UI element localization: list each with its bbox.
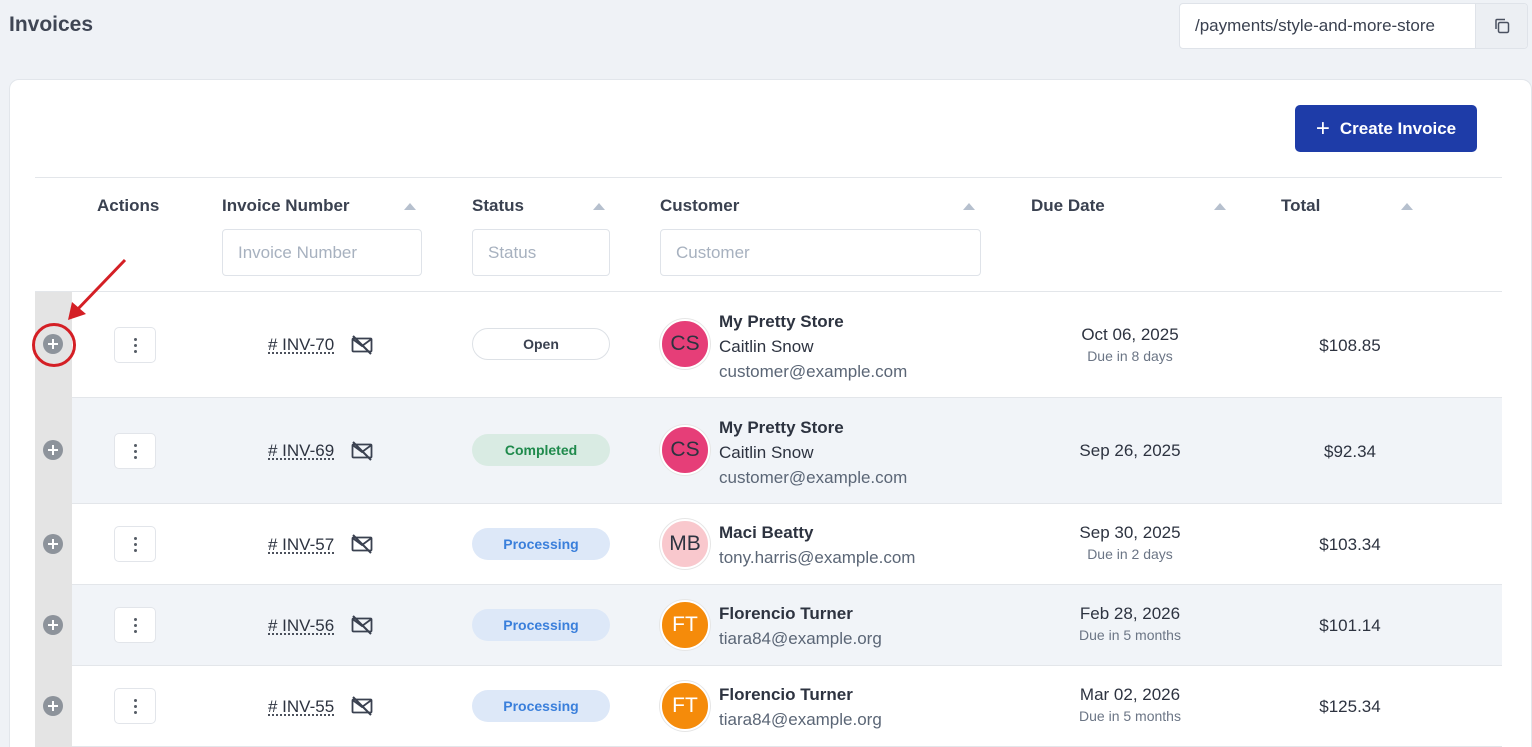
- invoice-total: $125.34: [1319, 697, 1381, 716]
- expand-row-icon[interactable]: [43, 534, 63, 554]
- column-header-status[interactable]: Status: [472, 196, 524, 215]
- due-date-cell: Sep 30, 2025 Due in 2 days: [1030, 523, 1230, 562]
- status-badge: Open: [472, 328, 610, 360]
- invoice-number-link[interactable]: # INV-57: [268, 535, 335, 554]
- invoice-number-link[interactable]: # INV-69: [268, 441, 335, 460]
- invoice-number-link[interactable]: # INV-55: [268, 697, 335, 716]
- customer-name: Maci Beatty: [719, 523, 814, 542]
- sort-status-icon[interactable]: [593, 203, 605, 210]
- customer-name: Florencio Turner: [719, 604, 853, 623]
- customer-filter-input[interactable]: [660, 229, 981, 276]
- table-row: # INV-56 Processing FT Florencio Turner …: [35, 585, 1502, 666]
- column-header-customer[interactable]: Customer: [660, 196, 740, 215]
- sort-invoice-number-icon[interactable]: [404, 203, 416, 210]
- invoices-table: Actions Invoice Number Status Customer D…: [35, 177, 1502, 747]
- customer-info: Maci Beatty tony.harris@example.com: [719, 520, 915, 570]
- customer-company: My Pretty Store: [719, 418, 844, 437]
- mail-off-icon[interactable]: [351, 441, 373, 461]
- customer-avatar: CS: [660, 319, 710, 369]
- invoice-total: $103.34: [1319, 535, 1381, 554]
- customer-avatar: MB: [660, 519, 710, 569]
- table-row: # INV-70 Open CS My Pretty Store Caitlin…: [35, 292, 1502, 398]
- table-row: # INV-69 Completed CS My Pretty Store Ca…: [35, 398, 1502, 504]
- copy-icon: [1494, 18, 1509, 34]
- mail-off-icon[interactable]: [351, 534, 373, 554]
- customer-email: tiara84@example.org: [719, 629, 882, 648]
- due-date-cell: Mar 02, 2026 Due in 5 months: [1030, 685, 1230, 724]
- due-date: Oct 06, 2025: [1081, 325, 1179, 344]
- due-date: Sep 30, 2025: [1079, 523, 1181, 542]
- customer-name: Florencio Turner: [719, 685, 853, 704]
- status-badge: Completed: [472, 434, 610, 466]
- column-header-due-date[interactable]: Due Date: [1031, 196, 1105, 215]
- customer-name: Caitlin Snow: [719, 443, 814, 462]
- sort-customer-icon[interactable]: [963, 203, 975, 210]
- due-date-cell: Oct 06, 2025 Due in 8 days: [1030, 325, 1230, 364]
- due-date: Feb 28, 2026: [1079, 604, 1181, 623]
- customer-name: Caitlin Snow: [719, 337, 814, 356]
- annotation-circle: [32, 323, 76, 367]
- row-actions-button[interactable]: [114, 688, 156, 724]
- invoice-number-link[interactable]: # INV-70: [268, 335, 335, 354]
- customer-email: tiara84@example.org: [719, 710, 882, 729]
- customer-email: customer@example.com: [719, 468, 908, 487]
- row-actions-button[interactable]: [114, 607, 156, 643]
- table-row: # INV-57 Processing MB Maci Beatty tony.…: [35, 504, 1502, 585]
- customer-info: My Pretty Store Caitlin Snow customer@ex…: [719, 415, 907, 490]
- payment-url-text[interactable]: /payments/style-and-more-store: [1195, 16, 1435, 35]
- payment-url-box: /payments/style-and-more-store: [1179, 3, 1528, 49]
- status-filter-input[interactable]: [472, 229, 610, 276]
- row-actions-button[interactable]: [114, 526, 156, 562]
- table-row: # INV-55 Processing FT Florencio Turner …: [35, 666, 1502, 747]
- expand-row-icon[interactable]: [43, 440, 63, 460]
- customer-avatar: FT: [660, 600, 710, 650]
- invoice-total: $92.34: [1324, 442, 1376, 461]
- annotation-arrow-icon: [68, 258, 127, 320]
- customer-info: Florencio Turner tiara84@example.org: [719, 601, 882, 651]
- sort-due-date-icon[interactable]: [1214, 203, 1226, 210]
- customer-email: customer@example.com: [719, 362, 908, 381]
- customer-avatar: FT: [660, 681, 710, 731]
- due-date: Sep 26, 2025: [1079, 441, 1181, 460]
- expand-row-icon[interactable]: [43, 615, 63, 635]
- mail-off-icon[interactable]: [351, 696, 373, 716]
- invoice-total: $108.85: [1319, 336, 1381, 355]
- column-header-actions: Actions: [97, 196, 160, 215]
- status-badge: Processing: [472, 690, 610, 722]
- mail-off-icon[interactable]: [351, 335, 373, 355]
- plus-icon: +: [1315, 114, 1330, 142]
- due-date-cell: Sep 26, 2025: [1030, 441, 1230, 461]
- customer-avatar: CS: [660, 425, 710, 475]
- due-relative: Due in 8 days: [1087, 348, 1173, 364]
- customer-info: My Pretty Store Caitlin Snow customer@ex…: [719, 309, 907, 384]
- due-date: Mar 02, 2026: [1079, 685, 1181, 704]
- customer-email: tony.harris@example.com: [719, 548, 916, 567]
- invoice-number-link[interactable]: # INV-56: [268, 616, 335, 635]
- page-title: Invoices: [9, 13, 94, 36]
- due-relative: Due in 2 days: [1087, 546, 1173, 562]
- invoice-number-filter-input[interactable]: [222, 229, 422, 276]
- due-relative: Due in 5 months: [1079, 708, 1181, 724]
- create-invoice-label: Create Invoice: [1339, 118, 1457, 138]
- column-header-invoice-number[interactable]: Invoice Number: [222, 196, 350, 215]
- customer-company: My Pretty Store: [719, 312, 844, 331]
- expand-row-icon[interactable]: [43, 696, 63, 716]
- column-header-total[interactable]: Total: [1281, 196, 1321, 215]
- create-invoice-button[interactable]: + Create Invoice: [1295, 105, 1477, 152]
- sort-total-icon[interactable]: [1401, 203, 1413, 210]
- status-badge: Processing: [472, 609, 610, 641]
- invoice-total: $101.14: [1319, 616, 1381, 635]
- status-badge: Processing: [472, 528, 610, 560]
- due-relative: Due in 5 months: [1079, 627, 1181, 643]
- copy-url-button[interactable]: [1475, 4, 1527, 48]
- row-actions-button[interactable]: [114, 327, 156, 363]
- row-actions-button[interactable]: [114, 433, 156, 469]
- customer-info: Florencio Turner tiara84@example.org: [719, 682, 882, 732]
- due-date-cell: Feb 28, 2026 Due in 5 months: [1030, 604, 1230, 643]
- table-header: Actions Invoice Number Status Customer D…: [35, 177, 1502, 292]
- mail-off-icon[interactable]: [351, 615, 373, 635]
